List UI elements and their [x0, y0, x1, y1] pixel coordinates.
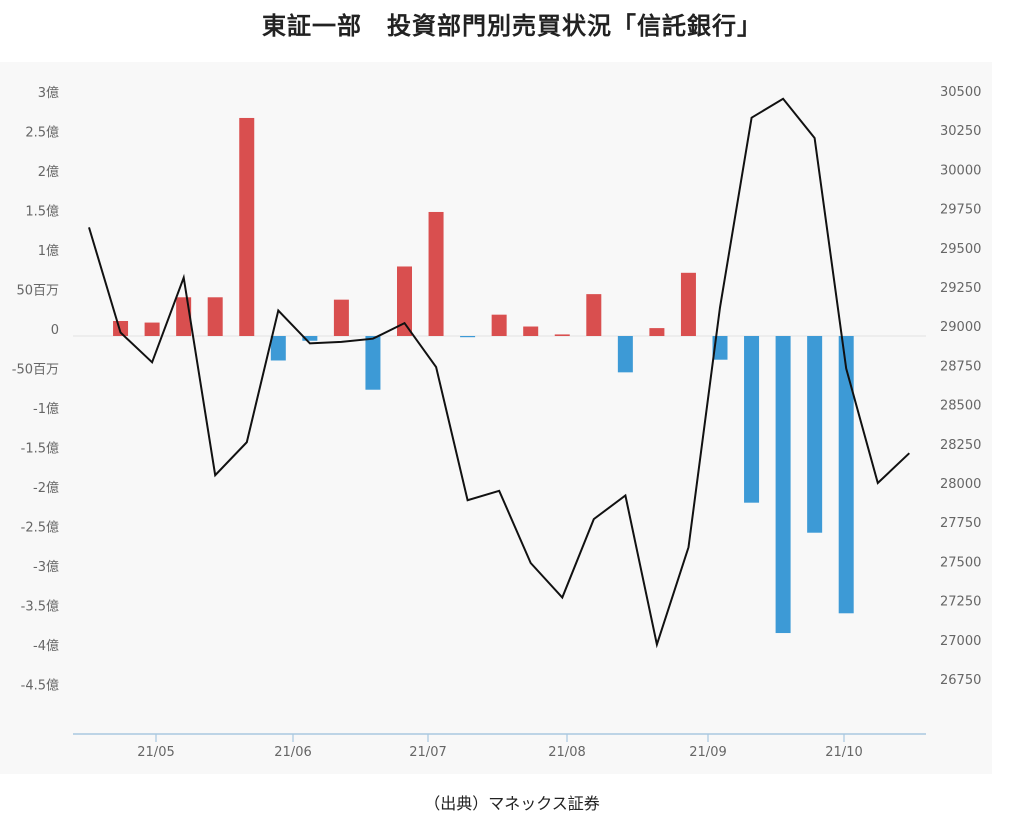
right-axis-tick-label: 30500 [940, 85, 981, 100]
bar-positive [523, 326, 539, 336]
left-axis-tick-label: -50百万 [12, 363, 59, 378]
right-axis-tick-label: 27750 [940, 516, 981, 531]
bar-positive [491, 314, 507, 336]
bar-negative [838, 336, 854, 614]
chart-title: 東証一部 投資部門別売買状況「信託銀行」 [262, 12, 762, 40]
left-axis-tick-label: 1億 [38, 243, 59, 259]
right-axis-tick-label: 30250 [940, 124, 981, 139]
left-axis-tick-label: 50百万 [16, 284, 59, 299]
left-axis-tick-label: 2億 [38, 164, 59, 180]
x-axis-tick-label: 21/05 [137, 745, 174, 760]
right-axis-tick-label: 27250 [940, 595, 981, 610]
right-axis-tick-label: 28750 [940, 359, 981, 374]
right-axis-tick-label: 27000 [940, 634, 981, 649]
right-axis-tick-label: 30000 [940, 163, 981, 178]
x-axis-tick-label: 21/09 [689, 745, 726, 760]
left-axis-tick-label: 3億 [38, 85, 59, 101]
left-axis-tick-label: 1.5億 [25, 204, 59, 220]
right-axis-tick-label: 29250 [940, 281, 981, 296]
bar-positive [239, 117, 255, 337]
left-axis-tick-label: 0 [51, 323, 59, 338]
bar-positive [554, 334, 570, 336]
x-axis-tick-label: 21/07 [409, 745, 446, 760]
bar-negative [617, 336, 633, 373]
bar-positive [649, 328, 665, 336]
bar-negative [775, 336, 791, 634]
left-axis-tick-label: -2億 [33, 480, 59, 496]
bar-negative [807, 336, 823, 533]
right-axis-tick-label: 26750 [940, 673, 981, 688]
right-axis-tick-label: 28500 [940, 399, 981, 414]
bar-positive [113, 320, 129, 336]
left-axis-tick-label: -4億 [33, 638, 59, 654]
bar-negative [365, 336, 381, 390]
right-axis-tick-label: 29750 [940, 203, 981, 218]
bar-positive [428, 211, 444, 336]
source-caption: （出典）マネックス証券 [424, 794, 600, 813]
plot-background [0, 62, 992, 774]
x-axis-tick-label: 21/08 [548, 745, 585, 760]
right-axis-tick-label: 29500 [940, 242, 981, 257]
bar-positive [397, 266, 412, 336]
bar-positive [586, 294, 602, 336]
bar-positive [207, 297, 223, 336]
left-axis-tick-label: -1.5億 [21, 441, 59, 457]
right-axis-tick-label: 27500 [940, 555, 981, 570]
bar-positive [333, 299, 349, 336]
bar-negative [302, 336, 318, 341]
bar-positive [176, 297, 192, 336]
left-axis-tick-label: -1億 [33, 401, 59, 417]
right-axis-tick-label: 29000 [940, 320, 981, 335]
bar-negative [460, 336, 476, 338]
left-axis-tick-label: -4.5億 [21, 678, 59, 694]
left-axis-tick-label: -3億 [33, 559, 59, 575]
left-axis-tick-label: -2.5億 [21, 520, 59, 536]
x-axis-tick-label: 21/06 [274, 745, 311, 760]
bar-negative [270, 336, 286, 361]
bar-positive [144, 322, 160, 336]
right-axis-tick-label: 28000 [940, 477, 981, 492]
bar-positive [680, 272, 696, 336]
nikkei-line [88, 97, 910, 649]
right-axis-tick-label: 28250 [940, 438, 981, 453]
left-axis-tick-label: 2.5億 [25, 125, 59, 141]
x-axis-tick-label: 21/10 [825, 745, 862, 760]
bar-negative [744, 336, 760, 503]
left-axis-tick-label: -3.5億 [21, 599, 59, 615]
